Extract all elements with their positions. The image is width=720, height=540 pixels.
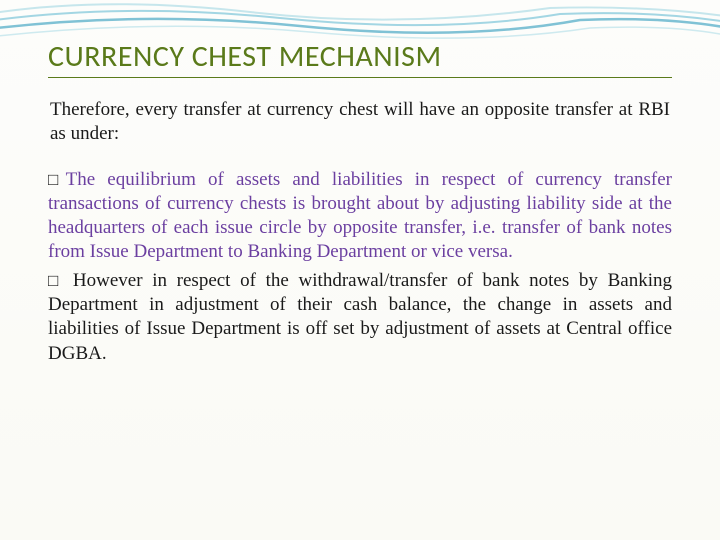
bullet-item-2: □ However in respect of the withdrawal/t… bbox=[48, 269, 672, 366]
intro-paragraph: Therefore, every transfer at currency ch… bbox=[48, 98, 672, 146]
slide-title: CURRENCY CHEST MECHANISM bbox=[48, 38, 672, 78]
bullet-text: The equilibrium of assets and liabilitie… bbox=[48, 169, 672, 263]
bullet-item-1: □The equilibrium of assets and liabiliti… bbox=[48, 168, 672, 265]
slide-content: CURRENCY CHEST MECHANISM Therefore, ever… bbox=[0, 0, 720, 400]
bullet-marker-icon: □ bbox=[48, 271, 63, 290]
bullet-marker-icon: □ bbox=[48, 170, 66, 189]
bullet-text: However in respect of the withdrawal/tra… bbox=[48, 270, 672, 364]
